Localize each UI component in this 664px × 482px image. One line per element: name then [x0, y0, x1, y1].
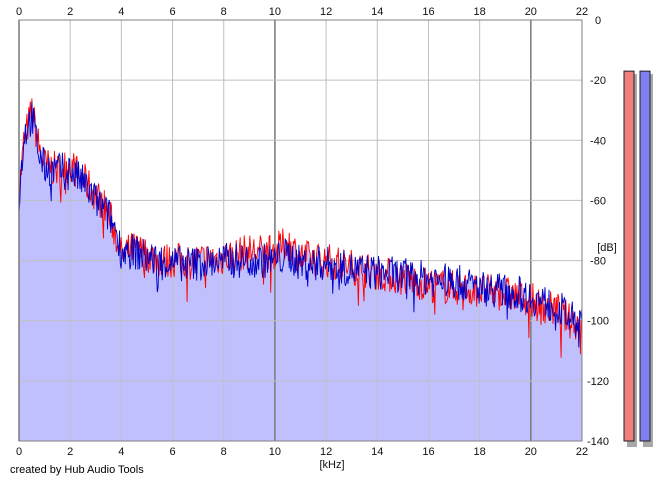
x-tick-label-top: 16 — [422, 6, 434, 18]
x-tick-label-bottom: 14 — [371, 446, 383, 458]
x-tick-label-top: 22 — [576, 6, 588, 18]
x-tick-label-top: 14 — [371, 6, 383, 18]
x-tick-label-bottom: 2 — [67, 446, 73, 458]
x-tick-label-top: 18 — [474, 6, 486, 18]
y-tick-label: -80 — [590, 256, 606, 268]
credit-text: created by Hub Audio Tools — [10, 464, 144, 476]
y-tick-label: 0 — [595, 15, 601, 27]
y-tick-label: -120 — [587, 376, 609, 388]
x-tick-label-bottom: 10 — [269, 446, 281, 458]
x-tick-label-bottom: 6 — [169, 446, 175, 458]
x-tick-label-top: 2 — [67, 6, 73, 18]
plot-border — [18, 19, 583, 442]
x-tick-label-bottom: 18 — [474, 446, 486, 458]
x-tick-label-bottom: 12 — [320, 446, 332, 458]
x-tick-label-bottom: 20 — [525, 446, 537, 458]
x-tick-label-top: 10 — [269, 6, 281, 18]
y-tick-label: -20 — [590, 75, 606, 87]
y-axis-label: [dB] — [597, 242, 617, 254]
y-tick-label: -40 — [590, 135, 606, 147]
x-axis-label: [kHz] — [319, 459, 344, 471]
y-tick-label: -140 — [587, 436, 609, 448]
series-line-right — [18, 101, 583, 348]
x-tick-label-top: 12 — [320, 6, 332, 18]
x-tick-label-top: 20 — [525, 6, 537, 18]
x-tick-label-bottom: 4 — [118, 446, 124, 458]
x-tick-label-bottom: 16 — [422, 446, 434, 458]
spectrum-fill — [19, 98, 582, 442]
x-tick-label-top: 4 — [118, 6, 124, 18]
x-tick-label-bottom: 22 — [576, 446, 588, 458]
x-tick-label-top: 0 — [16, 6, 22, 18]
x-tick-label-top: 8 — [221, 6, 227, 18]
y-tick-label: -100 — [587, 316, 609, 328]
y-tick-label: -60 — [590, 195, 606, 207]
x-tick-label-bottom: 0 — [16, 446, 22, 458]
x-tick-label-top: 6 — [169, 6, 175, 18]
x-tick-label-bottom: 8 — [221, 446, 227, 458]
level-meter-left — [623, 70, 635, 442]
level-meter-right — [639, 70, 651, 442]
